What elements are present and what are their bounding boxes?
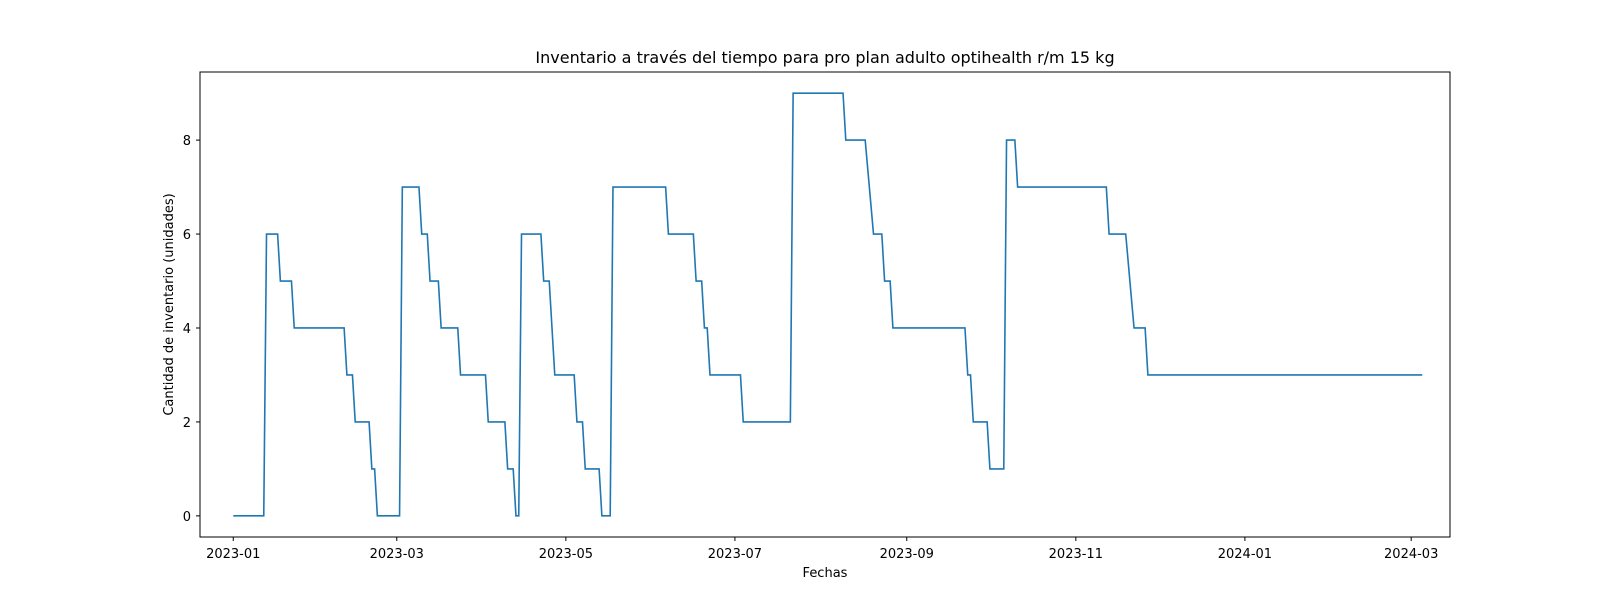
y-tick-label: 6 (183, 228, 191, 243)
y-tick-label: 4 (183, 322, 191, 337)
y-tick-label: 2 (183, 416, 191, 431)
x-tick-label: 2023-01 (206, 547, 260, 562)
chart-title: Inventario a través del tiempo para pro … (535, 48, 1114, 67)
plot-frame (199, 71, 1451, 538)
inventory-line (233, 92, 1423, 517)
y-axis-ticks: 0 2 4 6 8 (183, 134, 200, 525)
y-tick-label: 8 (183, 134, 191, 149)
y-tick-label: 0 (183, 510, 191, 525)
y-axis-label: Cantidad de inventario (unidades) (162, 193, 177, 415)
x-tick-label: 2023-11 (1049, 547, 1103, 562)
plot-area (200, 72, 1450, 537)
x-tick-label: 2023-09 (880, 547, 934, 562)
x-tick-label: 2023-07 (708, 547, 762, 562)
x-tick-label: 2024-03 (1384, 547, 1438, 562)
x-tick-label: 2023-03 (370, 547, 424, 562)
x-tick-label: 2024-01 (1218, 547, 1272, 562)
x-axis-ticks: 2023-01 2023-03 2023-05 2023-07 2023-09 2023-… (206, 537, 1438, 562)
x-axis-label: Fechas (803, 566, 848, 581)
x-tick-label: 2023-05 (539, 547, 593, 562)
